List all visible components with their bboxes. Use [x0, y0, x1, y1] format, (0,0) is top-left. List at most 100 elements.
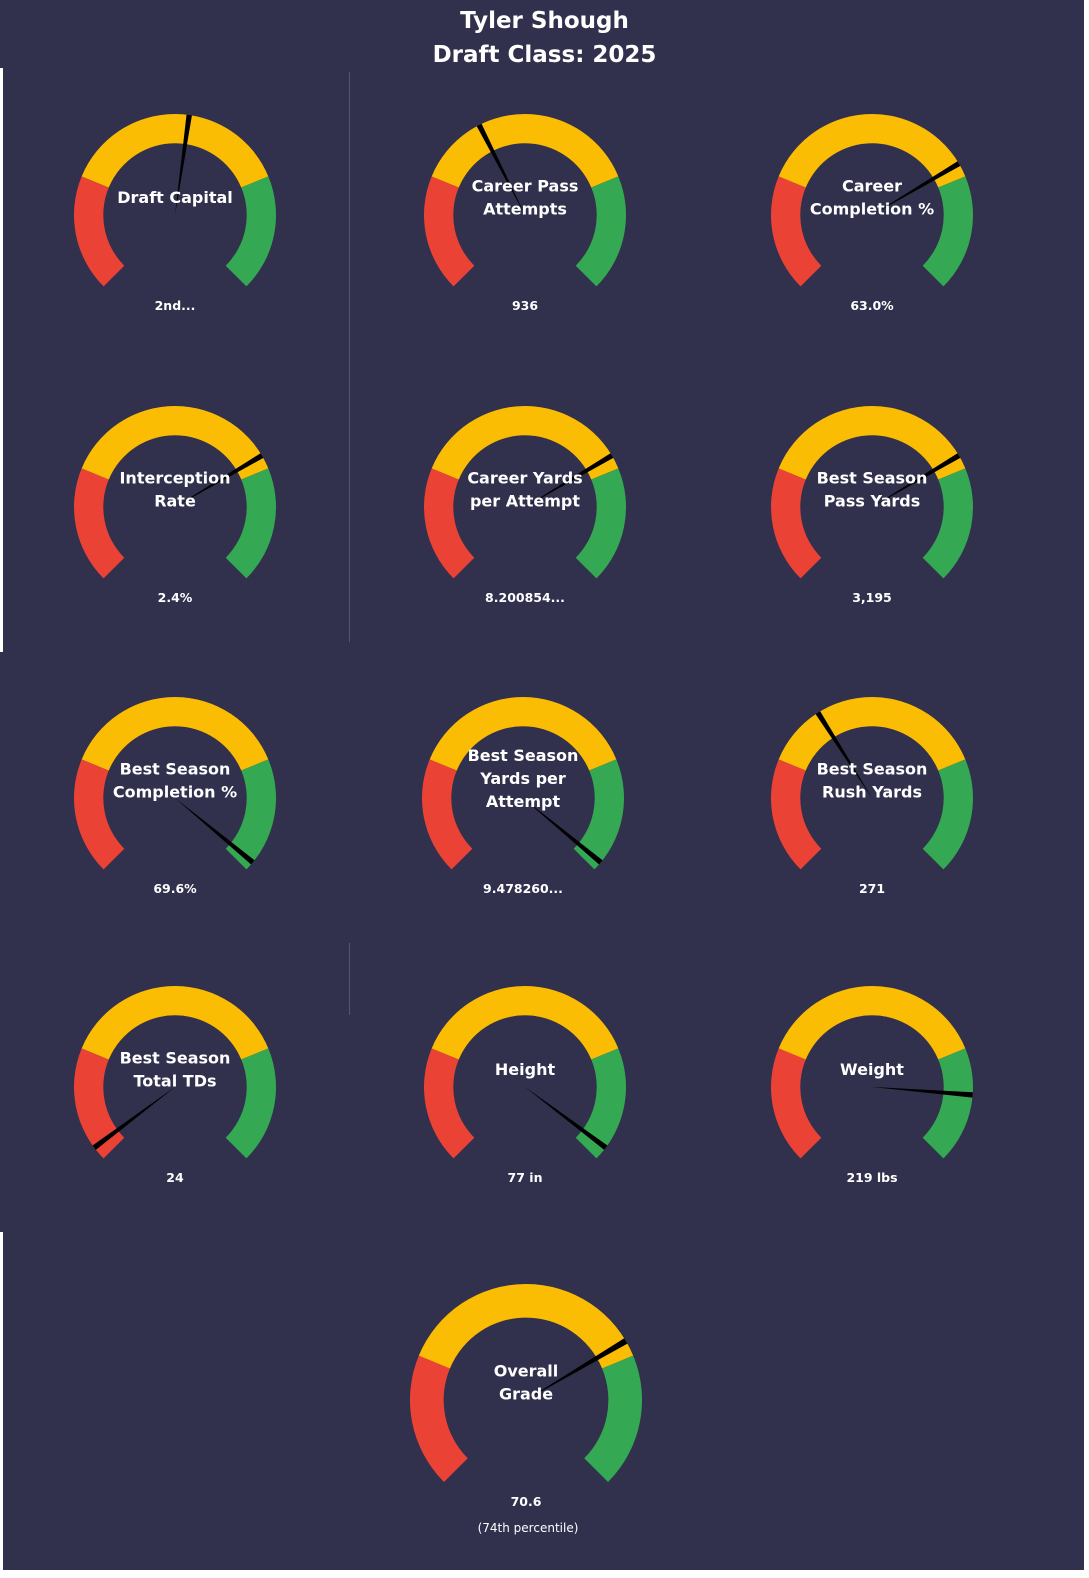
gauge-value: 70.6	[511, 1494, 542, 1509]
gauge-band-yellow	[778, 985, 966, 1060]
gauge-label: Completion %	[113, 783, 237, 802]
gauge-band-red	[771, 759, 822, 870]
gauge-band-red	[73, 468, 125, 579]
gauge-band-red	[424, 1048, 475, 1159]
gauge-value: 69.6%	[153, 881, 197, 896]
gauge-label: Career Pass	[472, 177, 579, 196]
panel-divider-top	[349, 72, 350, 642]
gauge-needle	[815, 711, 872, 798]
gauge-band-yellow	[431, 986, 619, 1060]
gauge-band-green	[922, 176, 973, 287]
gauge-label: Attempt	[486, 792, 561, 811]
gauge-band-green	[575, 1048, 626, 1159]
gauge-band-red	[73, 759, 125, 870]
gauge-band-green	[922, 1048, 973, 1159]
gauge-band-green	[225, 759, 276, 870]
gauge-value: 936	[512, 298, 538, 313]
gauge-label: Rush Yards	[822, 783, 922, 802]
gauge-band-yellow	[778, 405, 966, 480]
gauge-band-green	[575, 176, 626, 287]
gauge-label: Interception	[119, 469, 230, 488]
gauge-band-red	[423, 468, 475, 579]
gauge-10: Best Season Total TDs 24	[74, 986, 276, 1185]
gauge-value: 8.200854...	[485, 590, 565, 605]
gauge-label: Completion %	[810, 200, 934, 219]
gauge-1: Draft Capital 2nd...	[73, 113, 276, 313]
gauge-needle	[872, 1087, 973, 1098]
left-edge-strip-2	[0, 1232, 3, 1570]
gauge-needle	[872, 161, 961, 215]
gauge-band-red	[74, 1048, 125, 1159]
gauge-value: 77 in	[508, 1170, 543, 1185]
gauge-value: 3,195	[852, 590, 892, 605]
gauge-label: Overall	[494, 1362, 559, 1381]
gauge-needle	[175, 798, 255, 865]
gauge-value: 219 lbs	[846, 1170, 897, 1185]
gauge-value: 9.478260...	[483, 881, 563, 896]
gauge-band-red	[771, 468, 822, 579]
gauge-band-green	[573, 759, 624, 870]
gauge-needle	[175, 114, 192, 215]
gauge-needle	[92, 1087, 175, 1150]
gauge-band-yellow	[431, 406, 619, 480]
gauge-band-red	[410, 1355, 468, 1483]
gauge-band-yellow	[418, 1283, 634, 1369]
gauge-band-yellow	[431, 114, 619, 188]
gauge-label: Best Season	[120, 1049, 231, 1068]
gauge-label: Career Yards	[467, 469, 582, 488]
gauge-label: Best Season	[468, 746, 579, 765]
gauge-label: per Attempt	[470, 492, 580, 511]
gauge-label: Yards per	[479, 769, 566, 788]
gauge-band-red	[73, 176, 125, 287]
gauge-13: Overall Grade 70.6 (74th percentile)	[410, 1283, 642, 1535]
gauge-band-green	[225, 468, 276, 579]
gauge-4: Interception Rate 2.4%	[73, 405, 276, 605]
gauge-percentile: (74th percentile)	[478, 1521, 579, 1535]
gauge-label: Pass Yards	[824, 492, 921, 511]
gauge-value: 2.4%	[158, 590, 193, 605]
gauge-band-green	[225, 1048, 276, 1159]
gauge-6: Best Season Pass Yards 3,195	[771, 405, 973, 605]
gauge-5: Career Yards per Attempt 8.200854...	[423, 406, 626, 605]
gauge-band-yellow	[81, 986, 269, 1060]
panel-divider-bottom	[349, 943, 350, 1015]
gauge-11: Height 77 in	[424, 986, 626, 1185]
gauge-value: 63.0%	[850, 298, 894, 313]
left-edge-strip-1	[0, 68, 3, 652]
gauge-needle	[523, 798, 603, 865]
gauge-band-green	[575, 468, 626, 579]
gauge-label: Grade	[499, 1385, 553, 1404]
gauge-label: Height	[495, 1060, 556, 1079]
gauge-3: Career Completion % 63.0%	[771, 113, 973, 313]
gauge-band-green	[225, 176, 276, 287]
gauge-9: Best Season Rush Yards 271	[771, 697, 973, 896]
gauge-label: Best Season	[120, 760, 231, 779]
bottom-edge-strip	[0, 1570, 1089, 1578]
gauge-needle	[476, 123, 525, 215]
gauge-label: Best Season	[817, 469, 928, 488]
gauge-band-yellow	[778, 113, 966, 188]
gauge-needle	[526, 1338, 628, 1400]
gauge-value: 24	[166, 1170, 184, 1185]
gauge-band-green	[922, 468, 973, 579]
gauge-2: Career Pass Attempts 936	[423, 114, 626, 313]
gauge-12: Weight 219 lbs	[771, 985, 973, 1185]
gauge-label: Best Season	[817, 760, 928, 779]
gauge-band-yellow	[429, 697, 617, 771]
gauge-band-red	[421, 759, 473, 870]
gauge-band-green	[584, 1355, 642, 1483]
draft-class-title: Draft Class: 2025	[432, 42, 657, 68]
player-name-title: Tyler Shough	[460, 8, 629, 34]
gauge-value: 2nd...	[155, 298, 196, 313]
gauge-label: Draft Capital	[117, 188, 233, 207]
gauge-8: Best Season Yards per Attempt 9.478260...	[421, 697, 624, 896]
gauge-label: Rate	[154, 492, 196, 511]
gauge-band-yellow	[81, 113, 269, 188]
gauge-band-yellow	[81, 405, 269, 480]
gauge-band-yellow	[81, 697, 269, 771]
gauge-band-yellow	[778, 697, 966, 771]
gauge-label: Attempts	[483, 200, 567, 219]
gauge-band-red	[423, 176, 475, 287]
